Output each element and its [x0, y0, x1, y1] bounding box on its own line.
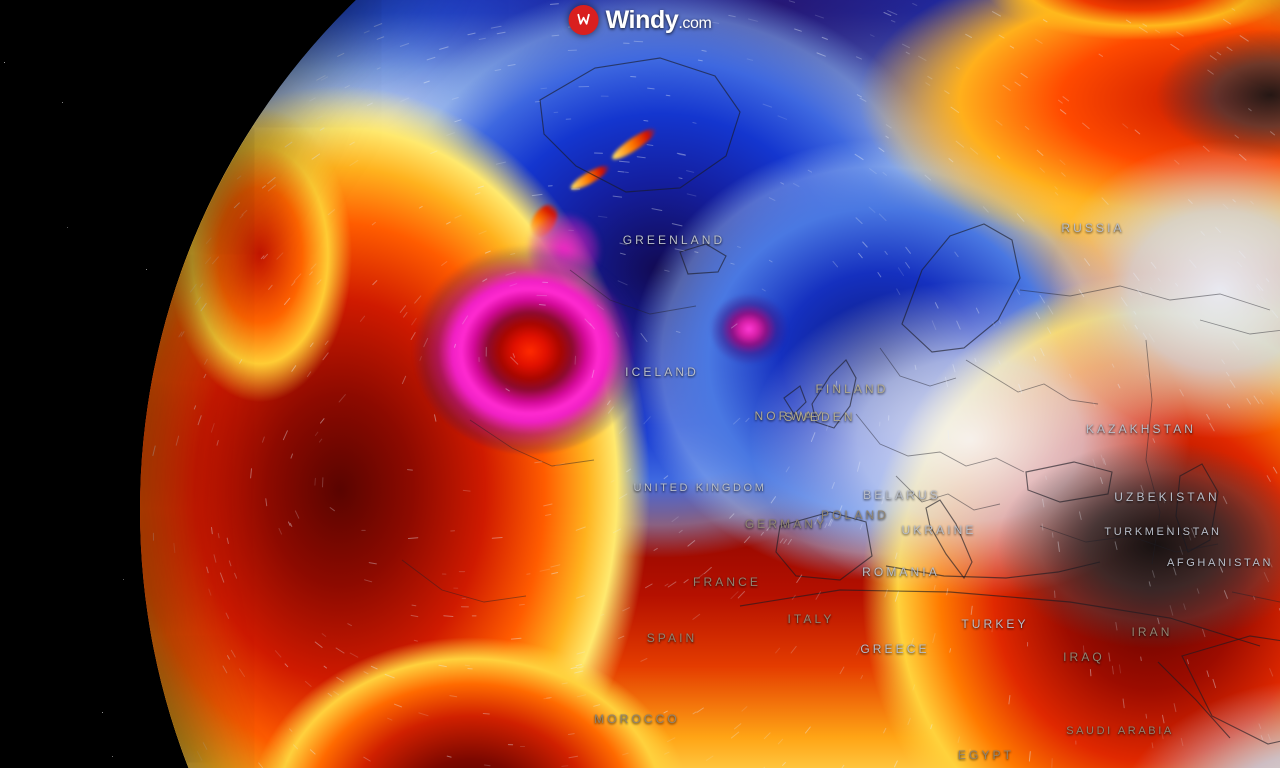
- star: [112, 755, 114, 757]
- windy-logo-icon: [568, 5, 599, 35]
- globe-limb-shading: [140, 0, 1280, 768]
- star: [102, 712, 104, 714]
- windy-logo-text: Windy.com: [606, 6, 712, 35]
- star: [66, 227, 68, 229]
- primary-cyclone[interactable]: [412, 240, 648, 454]
- brand-suffix: .com: [678, 14, 712, 32]
- brand-name: Windy: [605, 5, 679, 34]
- star: [61, 102, 63, 104]
- star: [123, 578, 125, 580]
- star: [3, 62, 5, 64]
- earth-globe[interactable]: [140, 0, 1280, 768]
- secondary-cyclone[interactable]: [706, 290, 792, 368]
- windy-logo[interactable]: Windy.com: [563, 4, 718, 36]
